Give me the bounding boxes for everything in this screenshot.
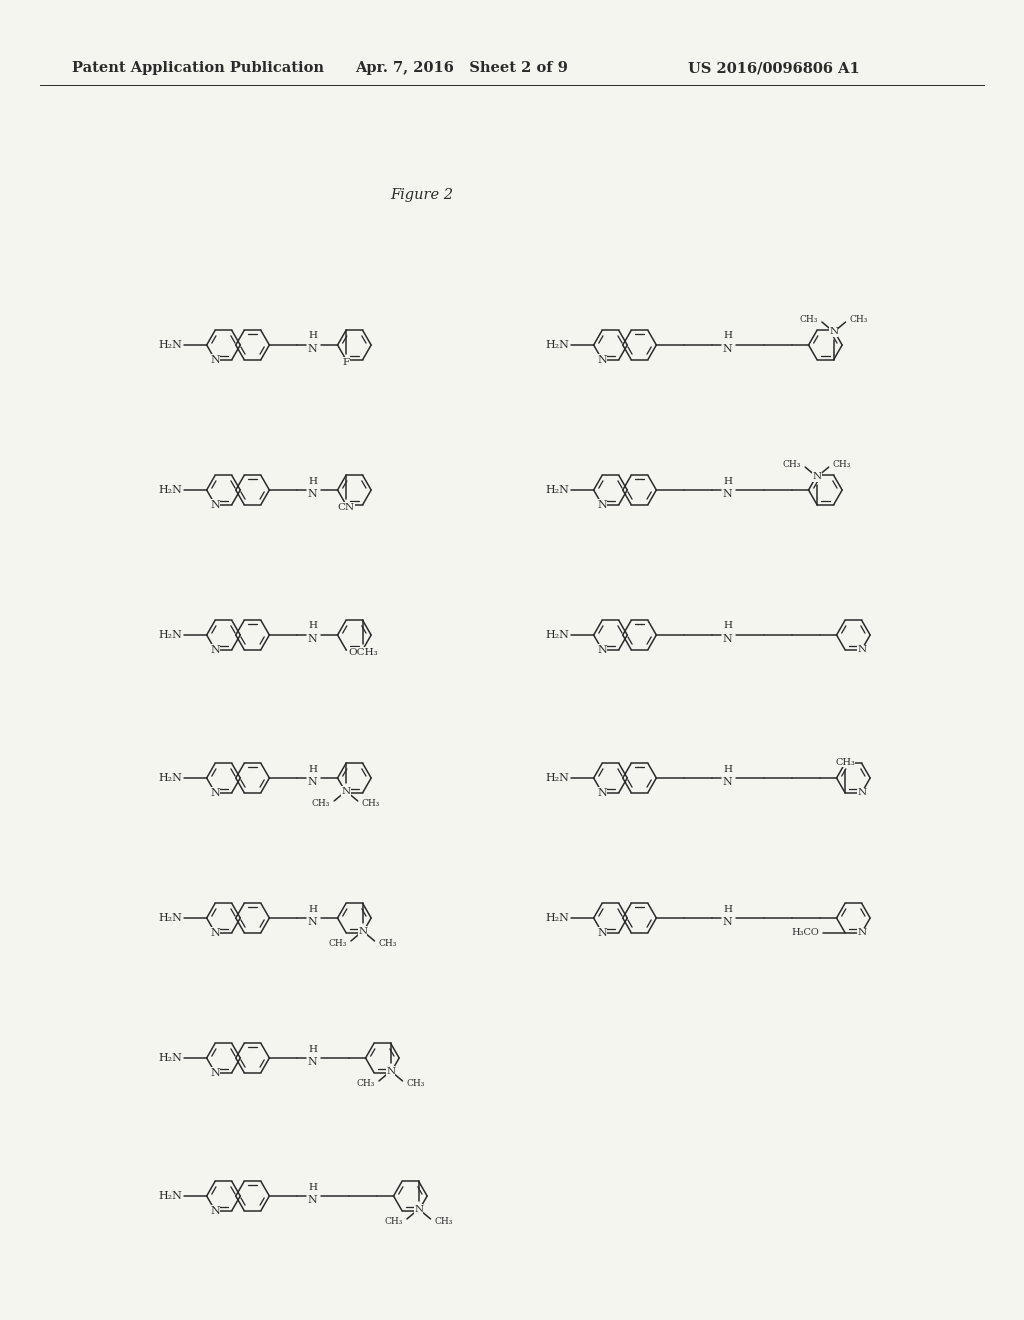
Text: H: H: [723, 622, 732, 631]
Text: H: H: [308, 1183, 317, 1192]
Text: H: H: [308, 764, 317, 774]
Text: N: N: [210, 928, 220, 937]
Text: N: N: [210, 644, 220, 655]
Text: N: N: [386, 1067, 395, 1076]
Text: Figure 2: Figure 2: [390, 187, 453, 202]
Text: N: N: [210, 788, 220, 797]
Text: N: N: [308, 777, 317, 787]
Text: N: N: [597, 355, 607, 364]
Text: N: N: [210, 1205, 220, 1216]
Text: H₂N: H₂N: [159, 341, 182, 350]
Text: N: N: [723, 634, 732, 644]
Text: CN: CN: [337, 503, 354, 512]
Text: N: N: [857, 788, 866, 797]
Text: N: N: [308, 345, 317, 354]
Text: N: N: [812, 473, 821, 482]
Text: CH₃: CH₃: [311, 800, 330, 808]
Text: CH₃: CH₃: [833, 459, 851, 469]
Text: H₂N: H₂N: [159, 630, 182, 640]
Text: CH₃: CH₃: [850, 314, 868, 323]
Text: N: N: [210, 499, 220, 510]
Text: Apr. 7, 2016   Sheet 2 of 9: Apr. 7, 2016 Sheet 2 of 9: [355, 61, 568, 75]
Text: H: H: [308, 1044, 317, 1053]
Text: N: N: [597, 928, 607, 937]
Text: N: N: [723, 345, 732, 354]
Text: N: N: [723, 777, 732, 787]
Text: H: H: [308, 477, 317, 486]
Text: N: N: [597, 644, 607, 655]
Text: H: H: [308, 622, 317, 631]
Text: CH₃: CH₃: [782, 459, 801, 469]
Text: H₂N: H₂N: [546, 913, 569, 923]
Text: CH₃: CH₃: [329, 940, 347, 949]
Text: N: N: [597, 499, 607, 510]
Text: N: N: [308, 917, 317, 927]
Text: N: N: [358, 927, 368, 936]
Text: N: N: [308, 634, 317, 644]
Text: CH₃: CH₃: [434, 1217, 453, 1226]
Text: CH₃: CH₃: [835, 758, 855, 767]
Text: H: H: [308, 904, 317, 913]
Text: CH₃: CH₃: [385, 1217, 403, 1226]
Text: H₂N: H₂N: [159, 1053, 182, 1063]
Text: N: N: [414, 1205, 423, 1213]
Text: N: N: [308, 1195, 317, 1205]
Text: H: H: [308, 331, 317, 341]
Text: H₃CO: H₃CO: [792, 928, 819, 937]
Text: H₂N: H₂N: [546, 630, 569, 640]
Text: H: H: [723, 331, 732, 341]
Text: H: H: [723, 477, 732, 486]
Text: H: H: [723, 904, 732, 913]
Text: N: N: [210, 1068, 220, 1077]
Text: CH₃: CH₃: [379, 940, 397, 949]
Text: Patent Application Publication: Patent Application Publication: [72, 61, 324, 75]
Text: H₂N: H₂N: [159, 484, 182, 495]
Text: OCH₃: OCH₃: [348, 648, 378, 657]
Text: CH₃: CH₃: [407, 1080, 425, 1089]
Text: N: N: [857, 928, 866, 937]
Text: CH₃: CH₃: [356, 1080, 375, 1089]
Text: N: N: [857, 645, 866, 653]
Text: N: N: [308, 488, 317, 499]
Text: N: N: [308, 1057, 317, 1067]
Text: H₂N: H₂N: [159, 1191, 182, 1201]
Text: N: N: [723, 917, 732, 927]
Text: F: F: [342, 358, 349, 367]
Text: H: H: [723, 764, 732, 774]
Text: N: N: [597, 788, 607, 797]
Text: H₂N: H₂N: [159, 774, 182, 783]
Text: H₂N: H₂N: [546, 774, 569, 783]
Text: N: N: [829, 327, 839, 337]
Text: H₂N: H₂N: [159, 913, 182, 923]
Text: US 2016/0096806 A1: US 2016/0096806 A1: [688, 61, 860, 75]
Text: N: N: [210, 355, 220, 364]
Text: H₂N: H₂N: [546, 341, 569, 350]
Text: N: N: [723, 488, 732, 499]
Text: CH₃: CH₃: [361, 800, 380, 808]
Text: H₂N: H₂N: [546, 484, 569, 495]
Text: N: N: [341, 787, 350, 796]
Text: CH₃: CH₃: [800, 314, 818, 323]
